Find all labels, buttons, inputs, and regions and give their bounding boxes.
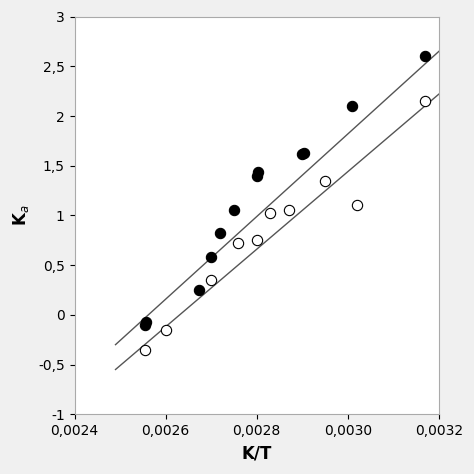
Point xyxy=(207,276,215,284)
Point xyxy=(235,239,242,247)
Point xyxy=(266,210,274,217)
Point xyxy=(162,326,169,334)
Point xyxy=(353,201,361,209)
Point xyxy=(143,318,150,326)
Point xyxy=(254,168,262,175)
Point xyxy=(141,346,148,354)
Point xyxy=(207,254,215,261)
Point xyxy=(348,102,356,110)
Point xyxy=(285,207,292,214)
Point xyxy=(253,237,261,244)
Y-axis label: K$_a$: K$_a$ xyxy=(11,205,31,226)
Point xyxy=(321,177,329,184)
Point xyxy=(421,97,429,105)
X-axis label: K/T: K/T xyxy=(241,445,272,463)
Point xyxy=(421,53,429,60)
Point xyxy=(299,150,306,157)
Point xyxy=(230,207,237,214)
Point xyxy=(141,321,148,328)
Point xyxy=(301,149,308,156)
Point xyxy=(253,172,261,180)
Point xyxy=(195,286,203,294)
Point xyxy=(217,229,224,237)
